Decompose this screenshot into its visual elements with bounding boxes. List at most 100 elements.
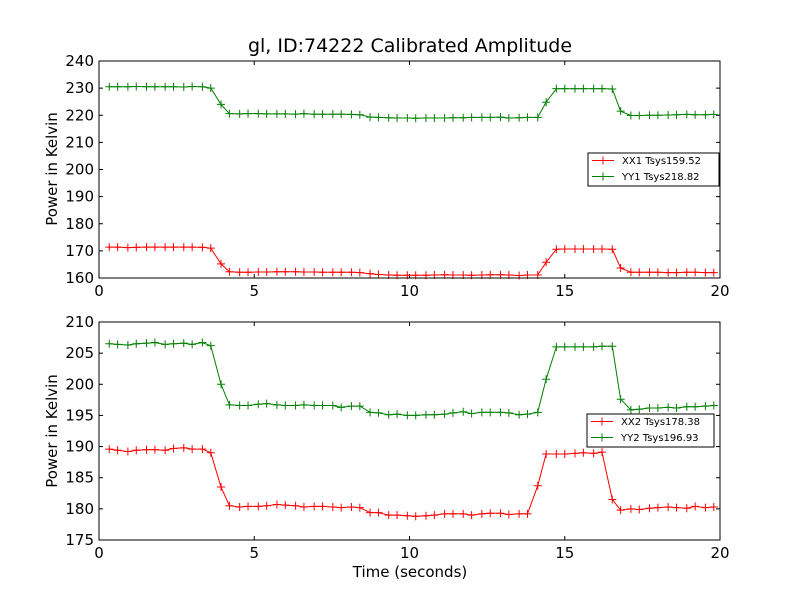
data-point [589,244,598,253]
plot-area [105,338,718,521]
y-tick-label: 230 [65,79,94,97]
x-tick-label: 20 [710,282,729,300]
data-point [616,506,625,515]
data-point [355,402,364,411]
axis-ticks: 0 5 10 15 20 175 180 185 190 195 200 205 210 [65,313,729,562]
data-point [132,339,141,348]
x-tick-label: 10 [400,544,419,562]
legend-entry-xx1: XX1 Tsys159.52 [592,156,701,167]
axes-frame [98,60,721,279]
y-tick-label: 200 [65,161,94,179]
y-tick-label: 180 [65,215,94,233]
legend-box [586,413,715,448]
data-point [579,342,588,351]
data-point [132,243,141,252]
x-tick-label: 15 [555,544,574,562]
data-point [161,446,170,455]
y-tick-label: 240 [65,52,94,70]
data-point [589,342,598,351]
data-point [616,107,625,116]
data-point [161,340,170,349]
y-tick-label: 185 [65,469,94,487]
data-point [570,244,579,253]
data-point [533,113,542,122]
data-point [653,503,662,512]
data-point [206,84,215,93]
data-point [393,410,402,419]
data-point [113,82,122,91]
data-point [347,402,356,411]
data-point [123,82,132,91]
data-point [188,445,197,454]
data-point [281,501,290,510]
data-point [421,511,430,520]
data-point [188,82,197,91]
data-point [467,409,476,418]
data-point [235,268,244,277]
data-point [254,268,263,277]
y-tick-label: 160 [65,269,94,287]
data-point [206,244,215,253]
data-point [123,341,132,350]
data-point [448,509,457,518]
data-point [645,504,654,513]
x-tick-label: 5 [249,544,259,562]
data-point [217,380,226,389]
data-point [682,402,691,411]
data-point [328,401,337,410]
series-line [109,447,714,517]
data-point [701,402,710,411]
data-point [645,111,654,120]
data-point [254,109,263,118]
axes-frame [98,321,721,541]
data-point [384,113,393,122]
data-point [560,342,569,351]
data-point [560,84,569,93]
data-point [515,410,524,419]
data-point [608,495,617,504]
data-point [653,403,662,412]
data-point [459,509,468,518]
data-point [552,342,561,351]
data-point [337,110,346,119]
data-point [142,339,151,348]
data-point [440,410,449,419]
data-point [403,511,412,520]
data-point [635,111,644,120]
data-point [421,113,430,122]
data-point [515,509,524,518]
data-point [374,408,383,417]
data-point [355,110,364,119]
data-point [113,340,122,349]
data-point [533,408,542,417]
data-point [560,244,569,253]
data-point [206,341,215,350]
data-point [179,83,188,92]
x-tick-label: 15 [555,282,574,300]
data-point [459,407,468,416]
data-point [467,113,476,122]
legend: XX1 Tsys159.52 YY1 Tsys218.82 [587,152,720,187]
data-point [318,110,327,119]
data-point [188,340,197,349]
data-point [682,268,691,277]
data-point [291,110,300,119]
data-point [448,408,457,417]
data-point [608,342,617,351]
data-point [105,243,114,252]
data-point [709,268,718,277]
data-point [150,445,159,454]
data-point [430,113,439,122]
y-tick-label: 180 [65,500,94,518]
data-point [626,405,635,414]
y-tick-label: 170 [65,242,94,260]
data-point [384,511,393,520]
data-point [589,449,598,458]
data-point [709,110,718,119]
data-point [635,505,644,514]
data-point [701,268,710,277]
data-point [486,509,495,518]
data-point [198,338,207,347]
data-point [598,342,607,351]
data-point [570,84,579,93]
